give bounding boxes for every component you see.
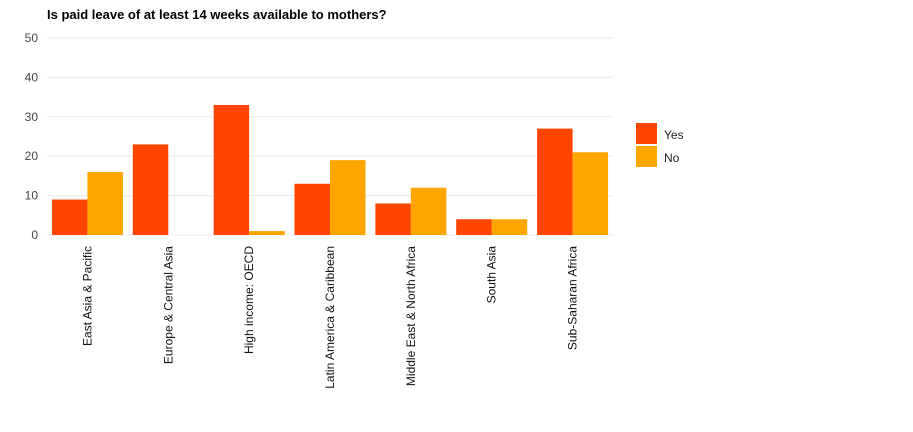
- legend-label-no: No: [664, 151, 680, 165]
- y-tick-label: 30: [25, 110, 39, 124]
- y-tick-label: 10: [25, 189, 39, 203]
- y-tick-label: 50: [25, 31, 39, 45]
- bar-yes-1: [132, 144, 169, 235]
- x-tick-label: Sub-Saharan Africa: [566, 246, 580, 350]
- x-tick-label: Europe & Central Asia: [161, 246, 175, 364]
- x-tick-label: Middle East & North Africa: [404, 246, 418, 386]
- bar-yes-4: [375, 203, 411, 235]
- bar-yes-5: [456, 219, 492, 235]
- bars: [51, 104, 609, 235]
- x-tick-label: High income: OECD: [242, 246, 256, 354]
- y-tick-label: 20: [25, 149, 39, 163]
- legend-swatch-no: [636, 146, 657, 167]
- bar-no-0: [87, 171, 123, 235]
- legend-swatch-yes: [636, 123, 657, 144]
- bar-no-5: [491, 219, 528, 235]
- legend-label-yes: Yes: [664, 128, 684, 142]
- bar-no-4: [410, 187, 447, 235]
- x-tick-label: East Asia & Pacific: [80, 246, 94, 346]
- bar-yes-2: [213, 104, 250, 235]
- bar-yes-3: [294, 183, 330, 235]
- bar-no-6: [572, 152, 609, 235]
- x-tick-label: South Asia: [485, 246, 499, 304]
- bar-yes-6: [537, 128, 573, 235]
- y-axis-ticks: 0 10 20 30 40 50: [25, 31, 39, 242]
- bar-no-3: [330, 160, 366, 235]
- y-tick-label: 0: [31, 228, 38, 242]
- chart-title: Is paid leave of at least 14 weeks avail…: [47, 7, 387, 22]
- bar-yes-0: [51, 199, 88, 235]
- y-tick-label: 40: [25, 70, 39, 84]
- x-tick-label: Latin America & Caribbean: [323, 246, 337, 389]
- legend: Yes No: [636, 123, 684, 167]
- x-axis-ticks: East Asia & Pacific Europe & Central Asia…: [80, 246, 579, 389]
- bar-no-2: [249, 231, 285, 235]
